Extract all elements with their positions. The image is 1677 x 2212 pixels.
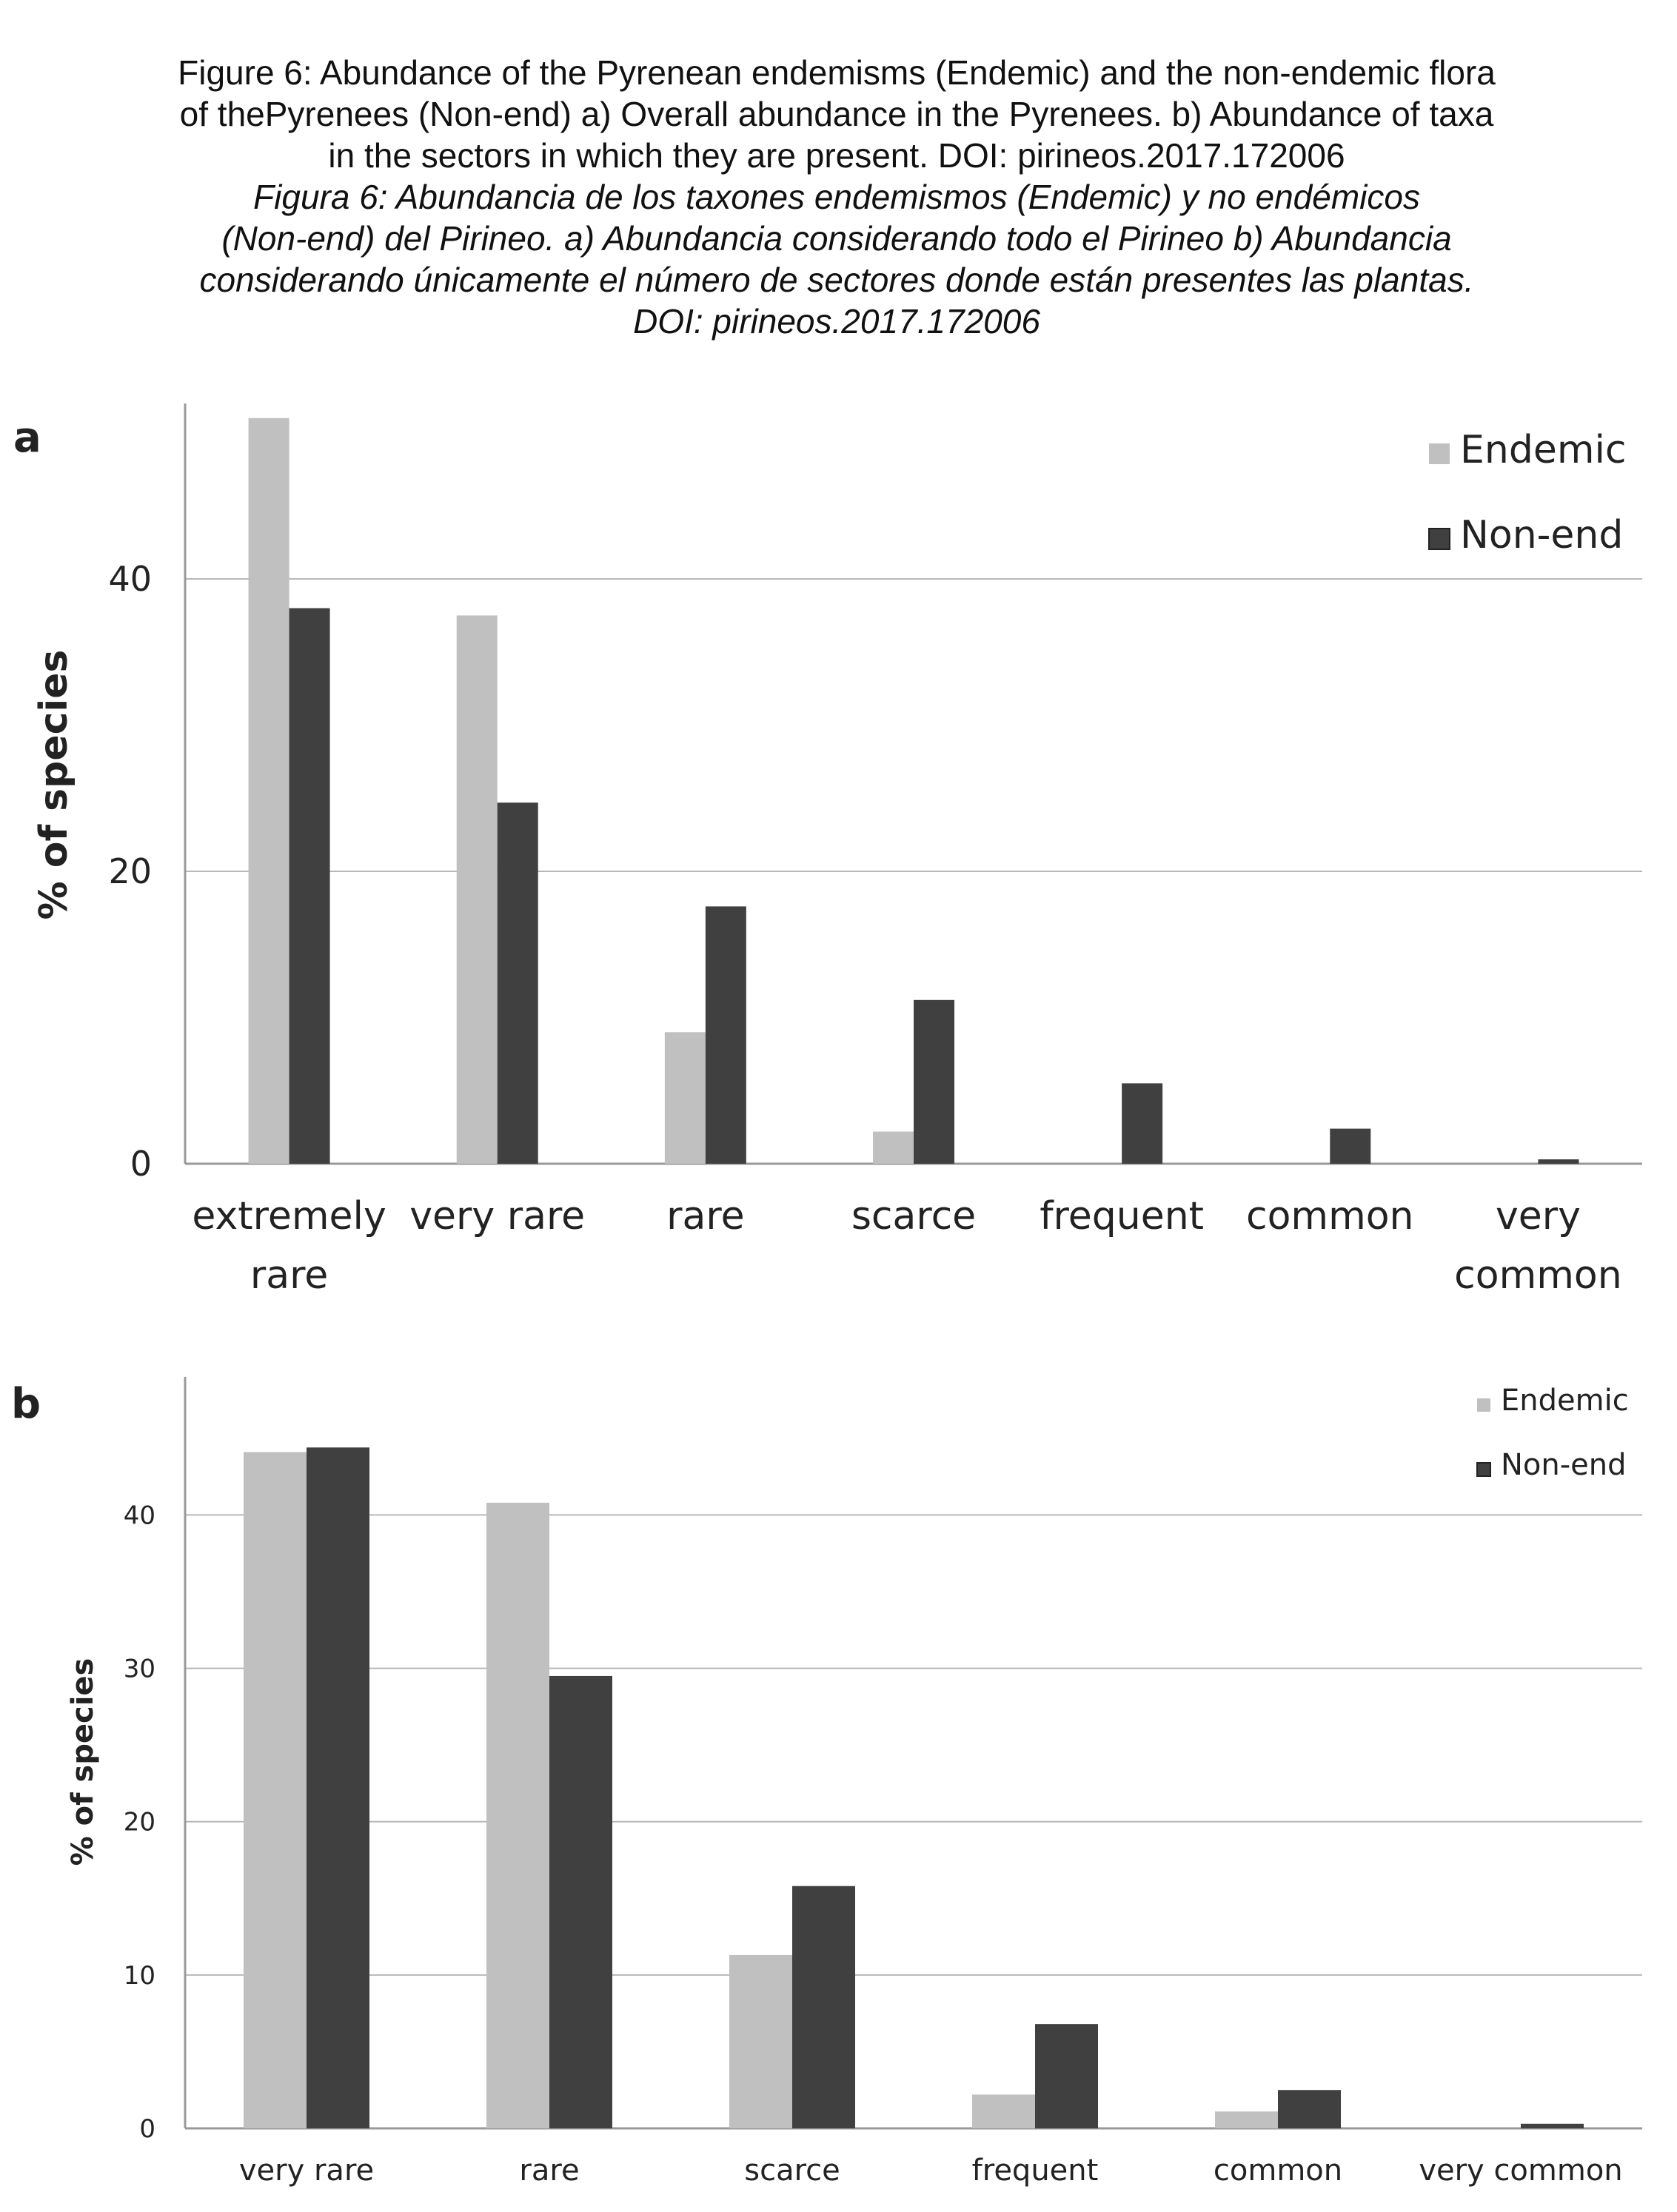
y-axis-label: % of species xyxy=(32,650,76,920)
caption-es-line-1: Figura 6: Abundancia de los taxones ende… xyxy=(253,178,1420,216)
caption-en-line-2: of thePyrenees (Non-end) a) Overall abun… xyxy=(179,95,1494,133)
y-tick-label: 20 xyxy=(108,851,152,891)
bar-endemic xyxy=(244,1452,307,2128)
caption-es-line-2: (Non-end) del Pirineo. a) Abundancia con… xyxy=(221,219,1452,258)
bar-nonend xyxy=(914,999,954,1164)
bar-endemic xyxy=(456,615,498,1164)
legend-swatch-endemic xyxy=(1429,443,1450,464)
caption-es-line-3: considerando únicamente el número de sec… xyxy=(199,261,1474,299)
x-tick-label: very rare xyxy=(239,2154,374,2188)
y-tick-label: 0 xyxy=(130,1144,152,1184)
bar-nonend xyxy=(497,802,538,1164)
y-tick-label: 40 xyxy=(108,559,152,599)
x-tick-label: rare xyxy=(250,1253,328,1298)
x-tick-label: common xyxy=(1214,2154,1342,2188)
panel-letter: a xyxy=(13,414,41,462)
bar-endemic xyxy=(873,1131,914,1164)
x-tick-label: scarce xyxy=(851,1194,976,1239)
legend-label-nonend: Non-end xyxy=(1501,1448,1627,1482)
legend-swatch-nonend xyxy=(1428,528,1450,550)
caption-es-line-4: DOI: pirineos.2017.172006 xyxy=(633,302,1040,341)
x-tick-label: frequent xyxy=(1040,1194,1204,1239)
legend-swatch-nonend xyxy=(1476,1462,1491,1477)
caption-en-line-3: in the sectors in which they are present… xyxy=(328,136,1345,175)
bar-nonend xyxy=(1035,2024,1098,2128)
y-tick-label: 0 xyxy=(139,2114,155,2144)
x-tick-label: common xyxy=(1454,1253,1621,1298)
bar-nonend xyxy=(792,1886,855,2128)
chart-panel-a: a 0 20 40 % of species extremely rare very rare… xyxy=(13,403,1642,1298)
bar-endemic xyxy=(248,418,289,1164)
bar-nonend xyxy=(1538,1159,1579,1164)
bar-endemic xyxy=(664,1032,706,1164)
bar-nonend xyxy=(289,608,330,1164)
bar-endemic xyxy=(729,1954,792,2128)
legend-label-endemic: Endemic xyxy=(1501,1384,1629,1418)
x-tick-label: rare xyxy=(519,2154,579,2188)
bar-nonend xyxy=(705,906,746,1164)
x-tick-label: scarce xyxy=(744,2154,840,2188)
x-tick-label: rare xyxy=(666,1194,744,1239)
figure-caption: Figure 6: Abundance of the Pyrenean ende… xyxy=(30,52,1644,342)
bar-nonend xyxy=(307,1447,369,2128)
caption-en-line-1: Figure 6: Abundance of the Pyrenean ende… xyxy=(178,53,1496,92)
bar-nonend xyxy=(1122,1083,1163,1164)
bar-nonend xyxy=(1521,2123,1584,2128)
bar-endemic xyxy=(972,2094,1035,2128)
panel-letter: b xyxy=(11,1380,41,1428)
legend-label-endemic: Endemic xyxy=(1460,428,1627,472)
x-tick-label: very rare xyxy=(409,1194,585,1239)
y-tick-label: 20 xyxy=(124,1808,155,1837)
chart-panel-b: b 0 10 20 30 40 % of species very rare rare scarc… xyxy=(11,1377,1642,2188)
bar-nonend xyxy=(1278,2090,1341,2128)
bar-endemic xyxy=(1215,2111,1278,2128)
bar-endemic xyxy=(486,1502,549,2128)
x-tick-label: very common xyxy=(1419,2154,1622,2188)
y-tick-label: 30 xyxy=(124,1654,155,1683)
y-axis-label: % of species xyxy=(66,1658,100,1866)
legend-swatch-endemic xyxy=(1477,1398,1490,1412)
bar-nonend xyxy=(549,1675,612,2128)
y-tick-label: 10 xyxy=(124,1961,155,1991)
y-tick-label: 40 xyxy=(124,1501,155,1530)
legend-label-nonend: Non-end xyxy=(1460,513,1623,557)
x-tick-label: common xyxy=(1246,1194,1413,1239)
x-tick-label: very xyxy=(1496,1194,1581,1239)
x-tick-label: frequent xyxy=(972,2154,1099,2188)
x-tick-label: extremely xyxy=(192,1194,386,1239)
bar-nonend xyxy=(1330,1128,1371,1164)
